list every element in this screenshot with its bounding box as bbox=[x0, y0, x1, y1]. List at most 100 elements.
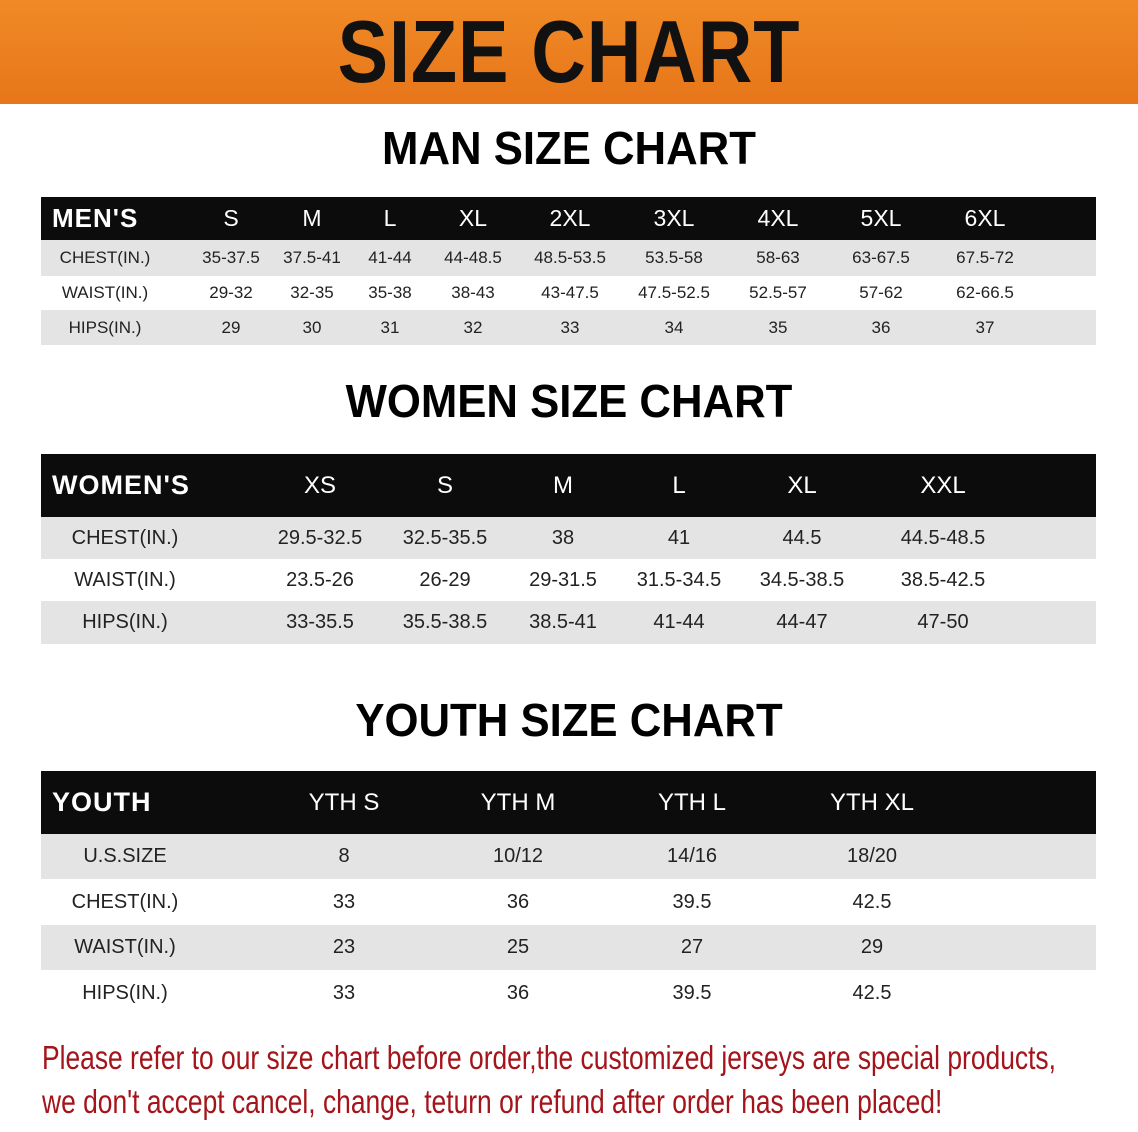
table-cell: 8 bbox=[338, 845, 350, 867]
table-cell: 10/12 bbox=[492, 845, 544, 867]
table-row: HIPS(IN.) 33-35.5 35.5-38.5 38.5-41 41-44 44-… bbox=[41, 601, 1096, 644]
table-cell: 25 bbox=[506, 936, 530, 958]
women-size-table: WOMEN'S XS S M L XL XXL CHEST(IN.) 29.5-32.5 32.5… bbox=[41, 454, 1096, 644]
table-cell: 37 bbox=[975, 317, 995, 337]
size-header-cell: S bbox=[223, 205, 239, 231]
measure-label-cell: U.S.SIZE bbox=[83, 845, 167, 867]
men-header-row: MEN'S S M L XL 2XL 3XL 4XL 5XL 6XL bbox=[41, 197, 1096, 240]
measure-label-cell: HIPS(IN.) bbox=[82, 611, 168, 633]
table-cell: 32.5-35.5 bbox=[402, 526, 488, 549]
table-cell: 29.5-32.5 bbox=[277, 526, 363, 549]
size-header-cell: 2XL bbox=[549, 205, 591, 231]
table-cell: 34.5-38.5 bbox=[759, 568, 845, 591]
table-cell: 42.5 bbox=[852, 981, 892, 1004]
table-cell: 33 bbox=[332, 981, 356, 1004]
women-section-title: WOMEN SIZE CHART bbox=[345, 375, 793, 427]
table-title-cell: WOMEN'S bbox=[52, 470, 190, 500]
table-cell: 30 bbox=[302, 317, 322, 337]
table-cell: 38-43 bbox=[451, 283, 495, 302]
youth-size-table: YOUTH YTH S YTH M YTH L YTH XL U.S.SIZE 8 10/12… bbox=[41, 771, 1096, 1016]
table-cell: 67.5-72 bbox=[956, 248, 1014, 267]
table-cell: 38.5-42.5 bbox=[900, 568, 986, 591]
table-cell: 35.5-38.5 bbox=[402, 611, 488, 633]
size-header-cell: XL bbox=[458, 205, 488, 231]
youth-section-title: YOUTH SIZE CHART bbox=[355, 694, 783, 746]
table-row: HIPS(IN.) 29 30 31 32 33 34 35 36 37 bbox=[41, 310, 1096, 345]
table-cell: 37.5-41 bbox=[283, 248, 341, 267]
size-header-cell: 6XL bbox=[964, 205, 1006, 231]
table-row: WAIST(IN.) 23.5-26 26-29 29-31.5 31.5-34.5 34… bbox=[41, 559, 1096, 601]
size-header-cell: S bbox=[436, 471, 454, 499]
table-cell: 39.5 bbox=[672, 981, 712, 1004]
table-cell: 43-47.5 bbox=[541, 283, 599, 302]
size-header-cell: 3XL bbox=[653, 205, 695, 231]
table-cell: 31.5-34.5 bbox=[636, 568, 722, 591]
table-cell: 38.5-41 bbox=[529, 611, 597, 633]
men-section-title: MAN SIZE CHART bbox=[382, 122, 756, 174]
table-cell: 48.5-53.5 bbox=[534, 248, 606, 267]
table-cell: 14/16 bbox=[666, 845, 718, 867]
table-cell: 29 bbox=[221, 317, 241, 337]
table-cell: 29 bbox=[860, 936, 884, 958]
table-cell: 35-37.5 bbox=[202, 248, 260, 267]
size-header-cell: YTH S bbox=[308, 788, 380, 816]
table-cell: 38 bbox=[551, 526, 575, 549]
table-cell: 63-67.5 bbox=[852, 248, 910, 267]
notice-line-2: we don't accept cancel, change, teturn o… bbox=[42, 1083, 943, 1120]
table-cell: 39.5 bbox=[672, 890, 712, 913]
table-cell: 41-44 bbox=[653, 611, 705, 633]
table-cell: 36 bbox=[871, 317, 891, 337]
size-header-cell: L bbox=[383, 205, 397, 231]
measure-label-cell: WAIST(IN.) bbox=[74, 936, 176, 958]
table-row: CHEST(IN.) 35-37.5 37.5-41 41-44 44-48.5 48.5… bbox=[41, 240, 1096, 276]
table-row: WAIST(IN.) 23 25 27 29 bbox=[41, 925, 1096, 970]
notice-line-1: Please refer to our size chart before or… bbox=[42, 1039, 1056, 1076]
table-cell: 27 bbox=[680, 936, 704, 958]
table-cell: 32-35 bbox=[290, 283, 334, 302]
size-header-cell: 4XL bbox=[757, 205, 799, 231]
measure-label-cell: CHEST(IN.) bbox=[71, 526, 179, 549]
table-row: WAIST(IN.) 29-32 32-35 35-38 38-43 43-47.5 47.… bbox=[41, 276, 1096, 310]
table-cell: 47-50 bbox=[917, 611, 969, 633]
table-cell: 52.5-57 bbox=[749, 283, 807, 302]
table-cell: 47.5-52.5 bbox=[638, 283, 710, 302]
page-title: SIZE CHART bbox=[337, 2, 801, 101]
size-header-cell: 5XL bbox=[860, 205, 902, 231]
measure-label-cell: CHEST(IN.) bbox=[71, 890, 179, 913]
table-cell: 42.5 bbox=[852, 890, 892, 913]
measure-label-cell: CHEST(IN.) bbox=[59, 248, 151, 267]
table-cell: 29-31.5 bbox=[529, 568, 597, 591]
table-cell: 34 bbox=[664, 317, 684, 337]
table-cell: 57-62 bbox=[859, 283, 903, 302]
size-header-cell: XS bbox=[303, 471, 337, 499]
size-header-cell: L bbox=[672, 471, 686, 499]
measure-label-cell: HIPS(IN.) bbox=[68, 317, 142, 337]
youth-header-row: YOUTH YTH S YTH M YTH L YTH XL bbox=[41, 771, 1096, 834]
table-cell: 41-44 bbox=[368, 248, 412, 267]
table-cell: 31 bbox=[380, 317, 400, 337]
table-row: CHEST(IN.) 33 36 39.5 42.5 bbox=[41, 879, 1096, 925]
table-cell: 33 bbox=[332, 890, 356, 913]
table-cell: 35-38 bbox=[368, 283, 412, 302]
table-cell: 32 bbox=[463, 317, 483, 337]
size-header-cell: M bbox=[553, 471, 573, 499]
size-header-cell: XXL bbox=[920, 471, 966, 499]
table-cell: 33-35.5 bbox=[286, 611, 354, 633]
table-cell: 23.5-26 bbox=[286, 568, 354, 591]
table-cell: 36 bbox=[506, 890, 530, 913]
table-row: U.S.SIZE 8 10/12 14/16 18/20 bbox=[41, 834, 1096, 879]
table-cell: 41 bbox=[667, 526, 691, 549]
table-cell: 58-63 bbox=[756, 248, 800, 267]
table-cell: 29-32 bbox=[209, 283, 253, 302]
table-cell: 44.5-48.5 bbox=[900, 526, 986, 549]
table-row: HIPS(IN.) 33 36 39.5 42.5 bbox=[41, 970, 1096, 1016]
table-cell: 23 bbox=[332, 936, 356, 958]
size-header-cell: YTH M bbox=[480, 788, 556, 816]
table-title-cell: YOUTH bbox=[52, 787, 152, 817]
size-header-cell: YTH L bbox=[657, 788, 727, 816]
size-chart-banner: SIZE CHART bbox=[0, 0, 1138, 104]
measure-label-cell: HIPS(IN.) bbox=[82, 981, 168, 1004]
size-header-cell: XL bbox=[787, 471, 817, 499]
table-cell: 35 bbox=[768, 317, 788, 337]
measure-label-cell: WAIST(IN.) bbox=[74, 568, 176, 591]
